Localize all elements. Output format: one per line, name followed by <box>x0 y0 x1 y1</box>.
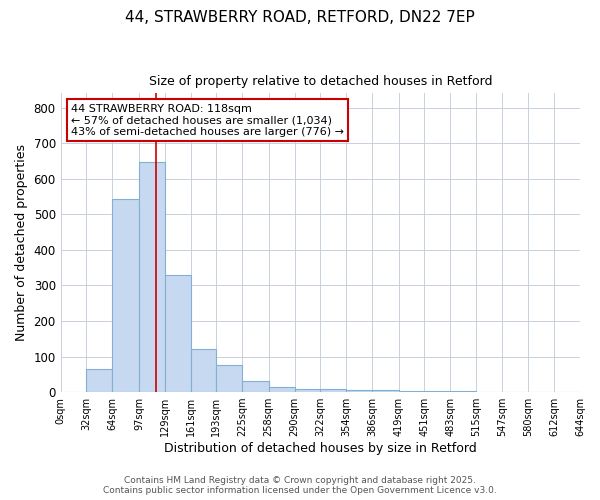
Y-axis label: Number of detached properties: Number of detached properties <box>15 144 28 341</box>
X-axis label: Distribution of detached houses by size in Retford: Distribution of detached houses by size … <box>164 442 477 455</box>
Bar <box>112 199 139 392</box>
Bar <box>86 369 112 392</box>
Bar <box>295 388 320 392</box>
Text: 44 STRAWBERRY ROAD: 118sqm
← 57% of detached houses are smaller (1,034)
43% of s: 44 STRAWBERRY ROAD: 118sqm ← 57% of deta… <box>71 104 344 137</box>
Bar <box>398 390 424 392</box>
Bar <box>269 386 295 392</box>
Text: Contains HM Land Registry data © Crown copyright and database right 2025.
Contai: Contains HM Land Registry data © Crown c… <box>103 476 497 495</box>
Bar <box>424 391 450 392</box>
Bar <box>320 389 346 392</box>
Title: Size of property relative to detached houses in Retford: Size of property relative to detached ho… <box>149 75 492 88</box>
Bar <box>242 382 269 392</box>
Bar <box>164 276 191 392</box>
Bar <box>191 350 217 392</box>
Bar <box>346 390 372 392</box>
Bar <box>139 162 164 392</box>
Bar <box>217 365 242 392</box>
Bar <box>372 390 398 392</box>
Text: 44, STRAWBERRY ROAD, RETFORD, DN22 7EP: 44, STRAWBERRY ROAD, RETFORD, DN22 7EP <box>125 10 475 25</box>
